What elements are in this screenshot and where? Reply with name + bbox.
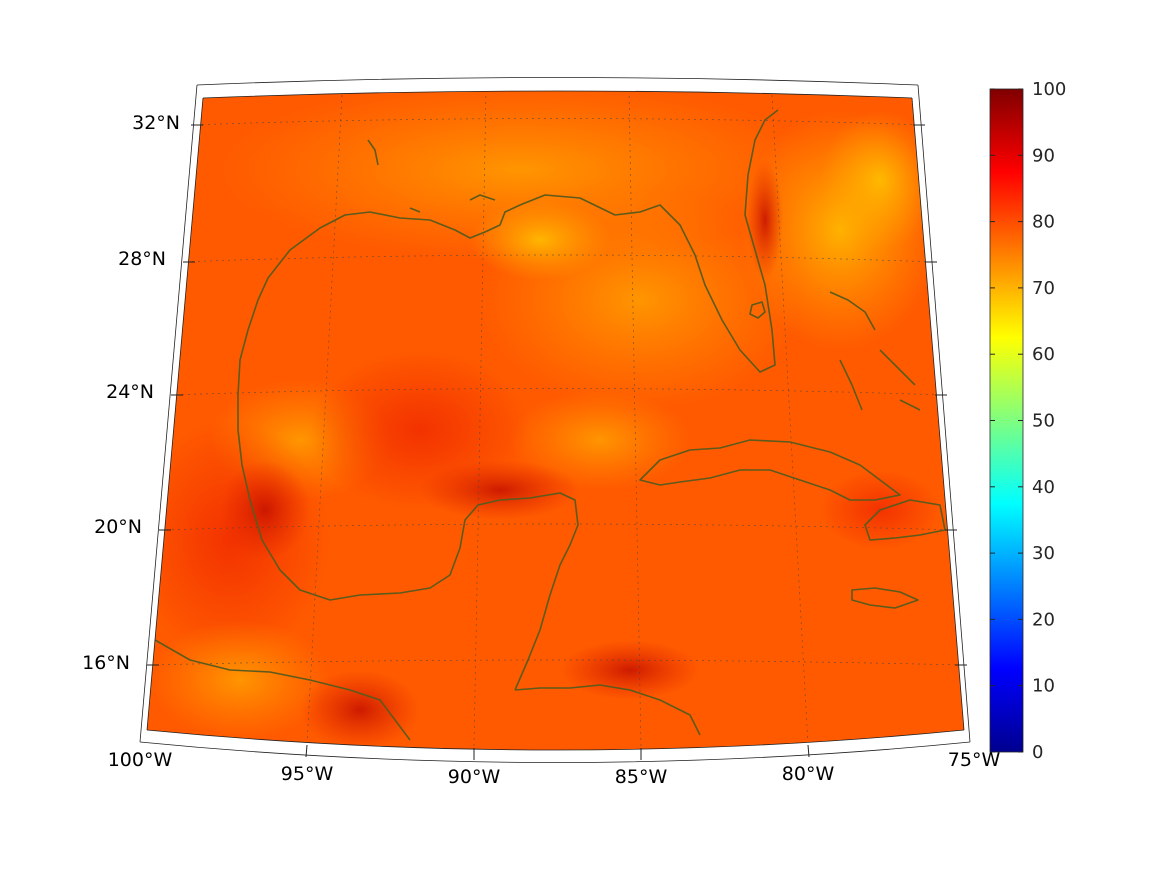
lat-label-20: 20°N — [94, 516, 142, 538]
jamaica — [851, 587, 919, 609]
colorbar-label: 0 — [1032, 742, 1043, 763]
pacific-coast — [154, 639, 411, 741]
lon-label-90: 90°W — [448, 766, 501, 788]
central-america-coast — [514, 684, 701, 736]
lat-label-32: 32°N — [132, 112, 180, 134]
graticule — [149, 91, 963, 749]
lon-label-95: 95°W — [281, 763, 334, 785]
colorbar-label: 80 — [1032, 212, 1055, 233]
delta-islands — [367, 139, 496, 213]
colorbar-labels: 0 10 20 30 40 50 60 70 80 90 100 — [1032, 79, 1066, 763]
colorbar-label: 70 — [1032, 278, 1055, 299]
colorbar-label: 50 — [1032, 411, 1055, 432]
lat-label-28: 28°N — [118, 248, 166, 270]
colorbar-label: 30 — [1032, 543, 1055, 564]
colorbar-label: 40 — [1032, 477, 1055, 498]
colorbar-label: 20 — [1032, 609, 1055, 630]
latitude-labels: 32°N 28°N 24°N 20°N 16°N — [82, 112, 180, 674]
lon-label-75: 75°W — [948, 749, 1001, 771]
lat-label-24: 24°N — [106, 381, 154, 403]
colorbar-ticks — [990, 88, 1023, 753]
longitude-labels: 100°W 95°W 90°W 85°W 80°W 75°W — [108, 749, 1001, 788]
lon-label-100: 100°W — [108, 749, 173, 771]
colorbar-label: 60 — [1032, 344, 1055, 365]
colorbar-label: 100 — [1032, 79, 1066, 100]
hispaniola — [864, 499, 946, 541]
lat-label-16: 16°N — [82, 652, 130, 674]
lon-label-80: 80°W — [782, 763, 835, 785]
map-frame — [139, 77, 971, 763]
mexico-gulf-coast — [237, 359, 579, 691]
cuba — [639, 439, 901, 501]
colorbar-gradient — [989, 88, 1024, 753]
bahamas — [829, 291, 921, 411]
colorbar-label: 10 — [1032, 676, 1055, 697]
colorbar: 0 10 20 30 40 50 60 70 80 90 100 — [989, 79, 1066, 763]
lake-okeechobee — [749, 301, 766, 319]
colorbar-label: 90 — [1032, 145, 1055, 166]
coastlines — [154, 109, 946, 741]
humidity-field — [147, 91, 964, 750]
us-gulf-coast — [239, 109, 779, 373]
frame-ticks — [147, 124, 967, 760]
lon-label-85: 85°W — [615, 766, 668, 788]
